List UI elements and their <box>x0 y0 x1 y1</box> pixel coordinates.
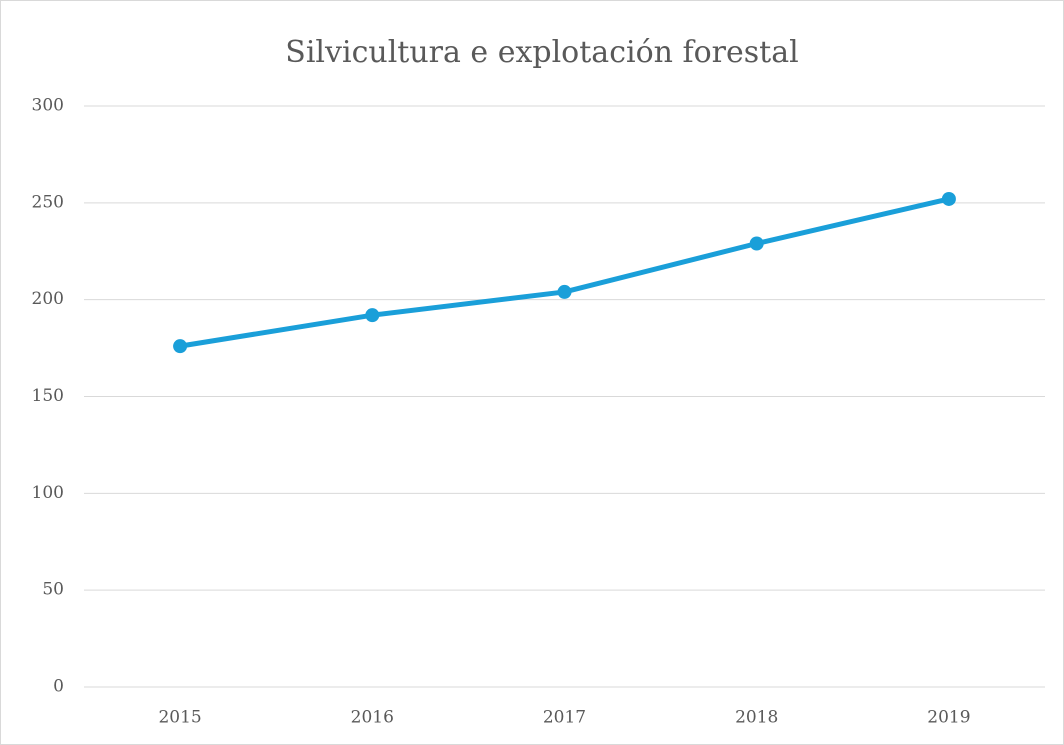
x-tick-label: 2017 <box>543 708 586 728</box>
data-point <box>557 284 572 299</box>
y-tick-label: 50 <box>42 580 64 600</box>
y-tick-label: 300 <box>32 96 64 116</box>
x-tick-label: 2018 <box>735 708 778 728</box>
x-tick-label: 2016 <box>351 708 394 728</box>
x-tick-label: 2019 <box>927 708 970 728</box>
y-tick-label: 0 <box>53 677 64 697</box>
y-tick-label: 200 <box>32 289 64 309</box>
y-tick-label: 250 <box>32 192 64 212</box>
data-point <box>749 236 764 251</box>
chart-title: Silvicultura e explotación forestal <box>285 35 798 70</box>
y-tick-label: 150 <box>32 386 64 406</box>
x-tick-label: 2015 <box>158 708 201 728</box>
data-point <box>941 191 956 206</box>
y-tick-label: 100 <box>32 483 64 503</box>
data-point <box>173 339 188 354</box>
data-point <box>365 308 380 323</box>
